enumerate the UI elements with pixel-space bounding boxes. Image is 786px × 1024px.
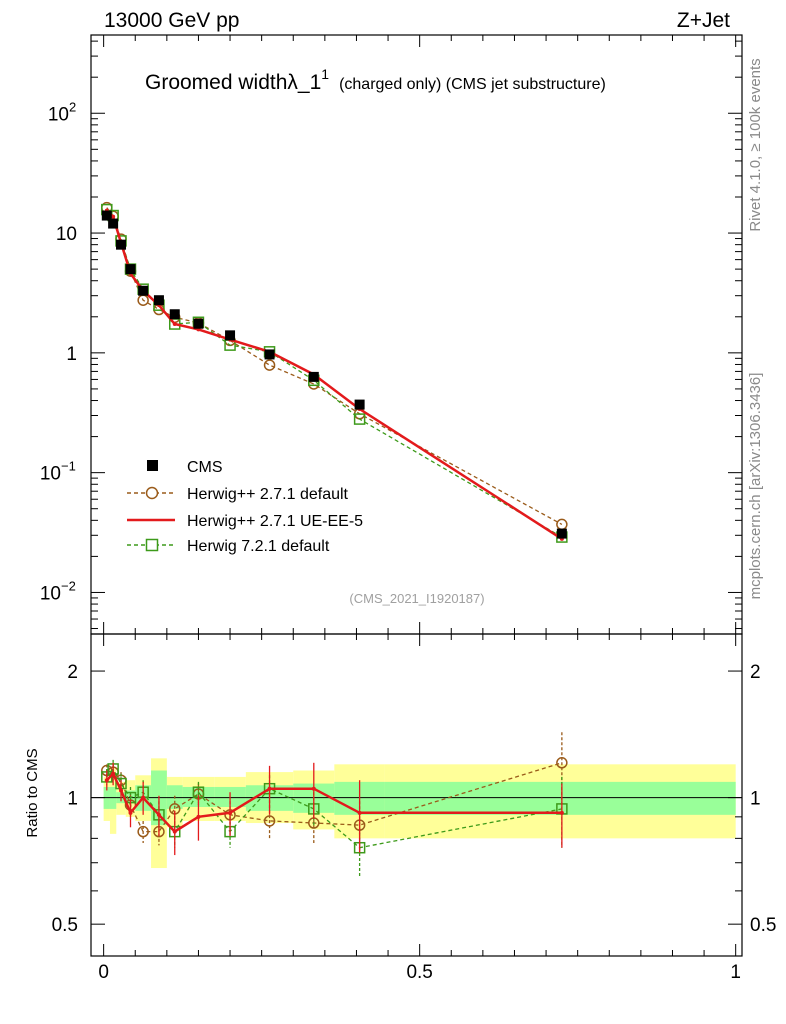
y-tick-label: 10 <box>40 583 61 604</box>
ratio-band-inner <box>384 781 736 815</box>
rivet-side-label: Rivet 4.1.0, ≥ 100k events <box>747 58 764 231</box>
main-point-herwigpp-ueee5 <box>172 322 177 327</box>
data-point-cms <box>101 210 112 221</box>
y-tick-label: 1 <box>66 344 77 365</box>
header-process-label: Z+Jet <box>677 9 730 32</box>
data-point-cms <box>354 399 365 410</box>
y-tick-label-exponent: −1 <box>61 459 76 474</box>
ratio-axis-label: Ratio to CMS <box>24 748 41 837</box>
plot-title-sup: 1 <box>321 66 329 82</box>
ratio-point-herwigpp-ueee5 <box>156 812 161 817</box>
plot-title-sub: _1 <box>297 71 321 94</box>
legend-marker-herwigpp-default <box>145 486 159 500</box>
plot-title-main: Groomed width <box>145 71 287 94</box>
ratio-point-herwigpp-ueee5 <box>128 810 133 815</box>
data-point-cms <box>125 264 136 275</box>
y-tick-label: 10 <box>40 464 61 485</box>
data-point-cms <box>116 239 127 250</box>
data-point-cms <box>138 285 149 296</box>
data-point-cms <box>308 371 319 382</box>
ratio-point-herwigpp-ueee5 <box>141 795 146 800</box>
legend-marker-herwig7 <box>145 538 159 552</box>
ratio-point-herwigpp-ueee5 <box>267 786 272 791</box>
ratio-y-tick-label: 2 <box>67 662 78 683</box>
ratio-y-tick-label-right: 0.5 <box>750 915 776 936</box>
plot-title-lambda: λ <box>287 71 298 94</box>
legend-label-herwigpp-default: Herwig++ 2.7.1 default <box>187 486 349 503</box>
plot-title: Groomed widthλ_11 (charged only) (CMS jet… <box>145 66 606 94</box>
y-tick-label: 10 <box>48 104 69 125</box>
ratio-y-tick-label-right: 1 <box>750 789 761 810</box>
header-energy-label: 13000 GeV pp <box>104 9 239 32</box>
legend-label-herwig7: Herwig 7.2.1 default <box>187 538 330 555</box>
main-point-herwigpp-ueee5 <box>111 214 116 219</box>
ratio-point-herwigpp-ueee5 <box>104 778 109 783</box>
data-point-cms <box>264 349 275 360</box>
ratio-point-herwigpp-ueee5 <box>119 788 124 793</box>
ratio-point-herwigpp-ueee5 <box>196 814 201 819</box>
ratio-panel <box>101 732 568 877</box>
ratio-point-herwigpp-ueee5 <box>559 810 564 815</box>
y-tick-label-exponent: −2 <box>61 578 76 593</box>
x-tick-label: 0 <box>98 962 109 983</box>
legend: CMS Herwig++ 2.7.1 default Herwig++ 2.7.… <box>127 459 363 555</box>
main-point-herwig7 <box>353 413 366 425</box>
ratio-point-herwigpp-ueee5 <box>111 771 116 776</box>
ratio-point-herwigpp-ueee5 <box>311 786 316 791</box>
ratio-y-tick-label: 1 <box>67 789 78 810</box>
data-point-cms <box>108 218 119 229</box>
ratio-y-tick-label-right: 2 <box>750 662 761 683</box>
y-tick-label-exponent: 2 <box>69 99 76 114</box>
ratio-y-tick-label: 0.5 <box>52 915 78 936</box>
ratio-point-herwigpp-default <box>263 815 276 827</box>
data-point-cms <box>153 295 164 306</box>
ratio-point-herwigpp-ueee5 <box>228 810 233 815</box>
y-tick-label-base: 10 <box>40 583 61 604</box>
x-tick-label: 1 <box>730 962 741 983</box>
y-tick-label-base: 10 <box>40 464 61 485</box>
y-tick-label: 10 <box>56 224 77 245</box>
ratio-panel-frame <box>90 633 743 957</box>
data-point-cms <box>169 309 180 320</box>
ratio-point-herwigpp-ueee5 <box>357 810 362 815</box>
y-tick-label-base: 10 <box>48 104 69 125</box>
data-point-cms <box>225 330 236 341</box>
legend-marker-data <box>147 460 158 471</box>
main-point-herwigpp-default <box>263 359 276 371</box>
mcplots-side-label: mcplots.cern.ch [arXiv:1306.3436] <box>747 373 764 600</box>
main-line-herwigpp-default <box>106 207 563 525</box>
legend-label-herwigpp-ueee5: Herwig++ 2.7.1 UE-EE-5 <box>187 513 363 530</box>
legend-label-cms: CMS <box>187 459 223 476</box>
data-point-cms <box>556 528 567 539</box>
main-panel <box>101 201 568 543</box>
ratio-point-herwigpp-default <box>137 825 149 838</box>
x-tick-label: 0.5 <box>406 962 432 983</box>
data-point-cms <box>193 318 204 329</box>
ratio-point-herwigpp-default <box>556 757 568 769</box>
analysis-watermark: (CMS_2021_I1920187) <box>349 591 484 606</box>
ratio-point-herwigpp-ueee5 <box>172 829 177 834</box>
plot-title-qualifier: (charged only) (CMS jet substructure) <box>339 76 606 93</box>
